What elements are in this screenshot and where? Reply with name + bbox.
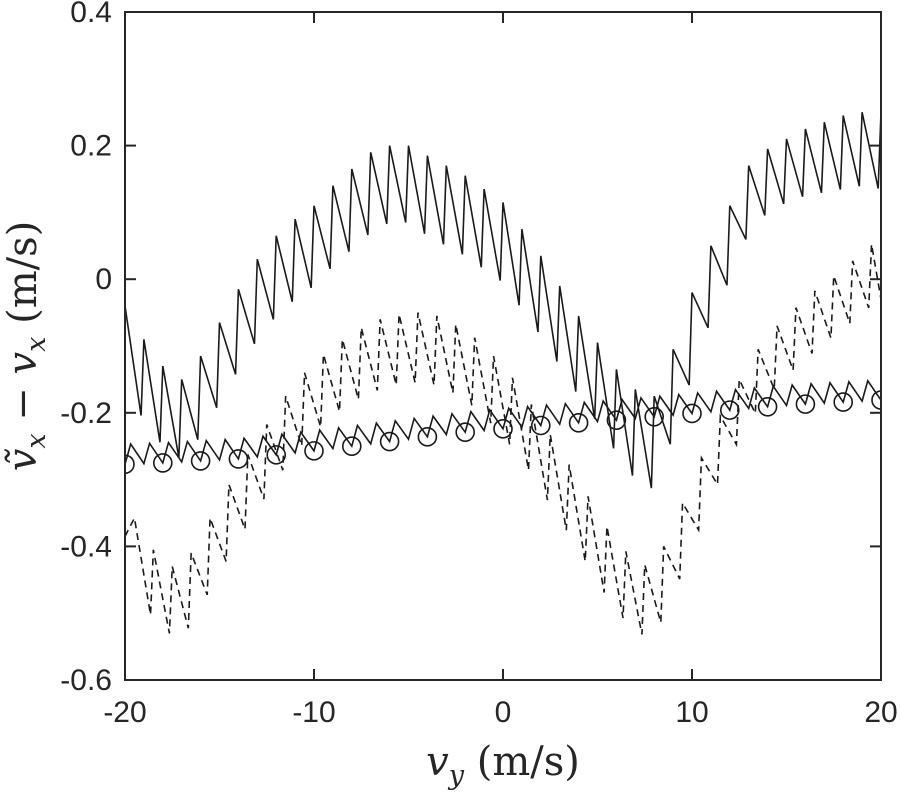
y-tick-label: -0.6 xyxy=(60,664,112,697)
series-group xyxy=(125,112,881,635)
x-tick-label: -20 xyxy=(103,696,146,729)
circle-marker xyxy=(719,400,740,420)
x-tick-label: 10 xyxy=(675,696,708,729)
circle-marker xyxy=(455,422,476,442)
y-tick-label: -0.4 xyxy=(60,530,112,563)
y-tick-label: 0.2 xyxy=(70,130,112,163)
circle-marker xyxy=(493,419,513,439)
y-tick-label: 0 xyxy=(95,263,112,296)
circle-marker xyxy=(568,413,589,433)
x-tick-label: 0 xyxy=(495,696,512,729)
circle-marker xyxy=(530,415,551,436)
circle-marker xyxy=(266,445,287,465)
circle-marker xyxy=(379,431,400,452)
circle-marker xyxy=(228,449,249,469)
circle-marker xyxy=(606,410,627,430)
circle-marker xyxy=(153,453,173,473)
series-circle-marker-series xyxy=(125,378,881,466)
x-tick-label: -10 xyxy=(292,696,335,729)
y-axis-label: ṽx − vx (m/s) xyxy=(0,221,52,472)
circle-marker xyxy=(341,436,362,457)
x-axis-label: vy (m/s) xyxy=(426,739,580,791)
circle-marker xyxy=(795,394,816,414)
y-tick-label: 0.4 xyxy=(70,0,112,29)
circle-marker xyxy=(644,407,665,427)
circle-marker xyxy=(871,390,881,410)
circle-marker xyxy=(682,403,702,424)
series-solid-sawtooth-error xyxy=(125,112,881,489)
y-tick-label: -0.2 xyxy=(60,397,112,430)
circle-marker xyxy=(304,441,324,461)
circle-marker xyxy=(757,396,778,417)
circle-marker xyxy=(125,454,135,475)
circle-marker xyxy=(417,427,438,447)
circle-marker xyxy=(190,451,211,471)
circle-marker xyxy=(833,392,854,412)
x-tick-label: 20 xyxy=(864,696,897,729)
